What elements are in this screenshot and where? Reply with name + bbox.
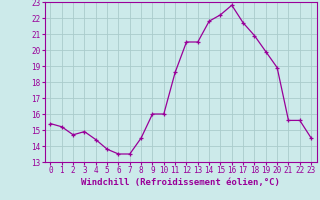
X-axis label: Windchill (Refroidissement éolien,°C): Windchill (Refroidissement éolien,°C): [81, 178, 280, 187]
